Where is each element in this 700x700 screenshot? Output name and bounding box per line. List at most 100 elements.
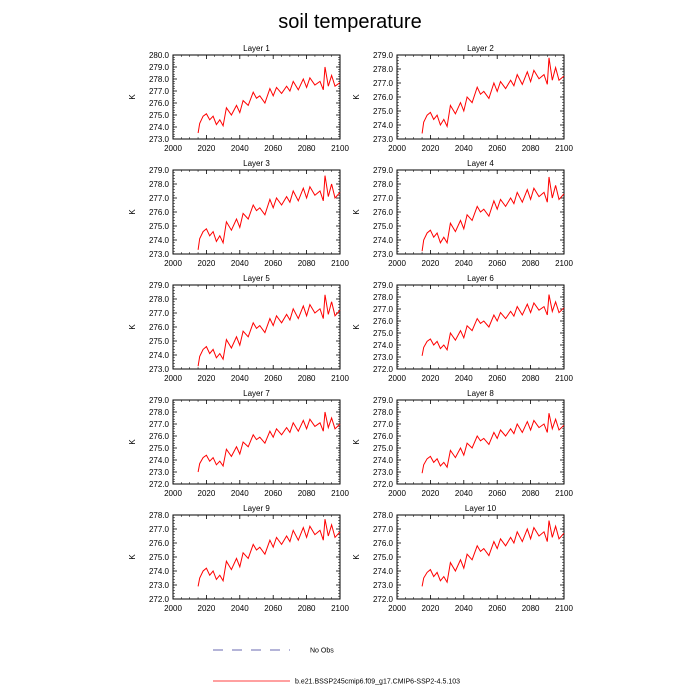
- y-tick-label: 274.0: [149, 123, 170, 132]
- y-tick-label: 278.0: [149, 408, 170, 417]
- x-tick-label: 2100: [555, 374, 573, 383]
- x-tick-label: 2000: [388, 489, 406, 498]
- x-tick-label: 2040: [455, 489, 473, 498]
- y-tick-label: 275.0: [149, 337, 170, 346]
- y-tick-label: 273.0: [373, 353, 394, 362]
- y-tick-label: 277.0: [149, 87, 170, 96]
- x-tick-label: 2060: [264, 489, 282, 498]
- y-tick-label: 277.0: [149, 525, 170, 534]
- x-tick-label: 2060: [264, 144, 282, 153]
- x-tick-label: 2040: [231, 144, 249, 153]
- x-tick-label: 2100: [331, 144, 349, 153]
- y-tick-label: 278.0: [149, 75, 170, 84]
- y-tick-label: 274.0: [149, 567, 170, 576]
- y-tick-label: 280.0: [149, 51, 170, 60]
- series-line: [197, 519, 341, 587]
- x-tick-label: 2000: [388, 604, 406, 613]
- y-tick-label: 279.0: [149, 63, 170, 72]
- y-tick-label: 278.0: [149, 295, 170, 304]
- y-tick-label: 277.0: [373, 194, 394, 203]
- panel-title: Layer 10: [465, 504, 497, 513]
- y-axis-label: K: [352, 209, 361, 215]
- y-tick-label: 272.0: [149, 480, 170, 489]
- y-tick-label: 274.0: [373, 567, 394, 576]
- x-tick-label: 2060: [488, 374, 506, 383]
- x-tick-label: 2060: [488, 144, 506, 153]
- x-tick-label: 2040: [455, 259, 473, 268]
- legend-label-model: b.e21.BSSP245cmip6.f09_g17.CMIP6-SSP2-4.…: [295, 679, 460, 686]
- y-tick-label: 277.0: [373, 525, 394, 534]
- y-tick-label: 272.0: [373, 365, 394, 374]
- panel-layer-2: Layer 2 K 2000 2020 2040 2060 2080 2100 273.0 274…: [352, 44, 573, 153]
- panel-title: Layer 5: [243, 274, 270, 283]
- panel-layer-3: Layer 3 K 2000 2020 2040 2060 2080 2100 273.0 274…: [128, 159, 349, 268]
- series-line: [197, 66, 341, 134]
- x-tick-label: 2060: [488, 259, 506, 268]
- x-tick-label: 2080: [298, 374, 316, 383]
- x-tick-label: 2100: [331, 604, 349, 613]
- y-axis-label: K: [352, 439, 361, 445]
- series-line: [421, 413, 565, 474]
- panel-layer-1: Layer 1 K 2000 2020 2040 2060 2080 2100 273.0 274…: [128, 44, 349, 153]
- y-tick-label: 272.0: [373, 480, 394, 489]
- y-tick-label: 276.0: [373, 539, 394, 548]
- panel-layer-5: Layer 5 K 2000 2020 2040 2060 2080 2100 273.0 274…: [128, 274, 349, 383]
- panel-layer-8: Layer 8 K 2000 2020 2040 2060 2080 2100 272.0 273…: [352, 389, 573, 498]
- y-axis-label: K: [352, 324, 361, 330]
- y-tick-label: 276.0: [149, 323, 170, 332]
- y-tick-label: 277.0: [373, 79, 394, 88]
- x-tick-label: 2000: [388, 374, 406, 383]
- series-line: [197, 175, 341, 250]
- plot-frame: [396, 284, 565, 370]
- x-tick-label: 2100: [555, 489, 573, 498]
- series-line: [197, 294, 341, 367]
- y-tick-label: 273.0: [373, 581, 394, 590]
- y-axis-label: K: [128, 324, 137, 330]
- plot-frame: [396, 54, 565, 140]
- x-tick-label: 2080: [298, 489, 316, 498]
- y-tick-label: 278.0: [373, 511, 394, 520]
- series-line: [421, 176, 565, 252]
- panel-title: Layer 6: [467, 274, 494, 283]
- x-tick-label: 2040: [455, 374, 473, 383]
- x-tick-label: 2020: [198, 489, 216, 498]
- y-tick-label: 274.0: [149, 351, 170, 360]
- y-tick-label: 273.0: [149, 365, 170, 374]
- y-tick-label: 275.0: [373, 553, 394, 562]
- x-tick-label: 2080: [522, 259, 540, 268]
- panel-layer-10: Layer 10 K 2000 2020 2040 2060 2080 2100 272.0 27…: [352, 504, 573, 613]
- panel-title: Layer 3: [243, 159, 270, 168]
- x-tick-label: 2100: [555, 144, 573, 153]
- y-axis-label: K: [352, 94, 361, 100]
- y-tick-label: 273.0: [373, 135, 394, 144]
- x-tick-label: 2020: [198, 374, 216, 383]
- x-tick-label: 2000: [164, 259, 182, 268]
- panel-title: Layer 1: [243, 44, 270, 53]
- plot-frame: [172, 514, 341, 600]
- x-tick-label: 2020: [198, 259, 216, 268]
- y-tick-label: 276.0: [373, 432, 394, 441]
- x-tick-label: 2060: [264, 259, 282, 268]
- y-tick-label: 279.0: [149, 166, 170, 175]
- series-line: [421, 57, 565, 134]
- x-tick-label: 2040: [231, 374, 249, 383]
- y-tick-label: 279.0: [373, 51, 394, 60]
- x-tick-label: 2080: [522, 604, 540, 613]
- y-tick-label: 274.0: [373, 456, 394, 465]
- y-tick-label: 273.0: [149, 581, 170, 590]
- x-tick-label: 2100: [555, 604, 573, 613]
- x-tick-label: 2080: [298, 144, 316, 153]
- y-tick-label: 274.0: [149, 456, 170, 465]
- y-tick-label: 277.0: [149, 420, 170, 429]
- x-tick-label: 2040: [455, 604, 473, 613]
- x-tick-label: 2060: [488, 489, 506, 498]
- x-tick-label: 2060: [488, 604, 506, 613]
- y-tick-label: 276.0: [149, 432, 170, 441]
- y-tick-label: 274.0: [149, 236, 170, 245]
- x-tick-label: 2040: [231, 489, 249, 498]
- y-tick-label: 276.0: [149, 208, 170, 217]
- panel-title: Layer 2: [467, 44, 494, 53]
- x-tick-label: 2100: [331, 489, 349, 498]
- y-tick-label: 278.0: [149, 511, 170, 520]
